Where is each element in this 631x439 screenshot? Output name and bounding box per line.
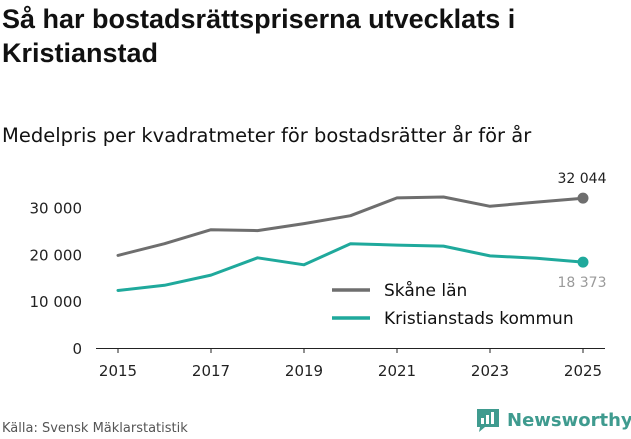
x-tick-label: 2015 <box>99 362 137 380</box>
y-tick-label: 30 000 <box>30 200 83 218</box>
x-tick-label: 2017 <box>192 362 230 380</box>
chart-title: Så har bostadsrättspriserna utvecklats i… <box>2 4 516 68</box>
chart-subtitle: Medelpris per kvadratmeter för bostadsrä… <box>2 124 532 147</box>
legend-box <box>324 274 590 332</box>
x-tick-label: 2021 <box>378 362 416 380</box>
x-tick-label: 2023 <box>471 362 509 380</box>
y-tick-label: 20 000 <box>30 246 83 264</box>
series-end-point <box>577 192 589 204</box>
y-tick-label: 10 000 <box>30 293 83 311</box>
x-tick-label: 2025 <box>564 362 602 380</box>
legend-label: Kristianstads kommun <box>384 309 574 329</box>
newsworthy-logo-icon <box>477 409 499 432</box>
brand-logo: Newsworthy <box>475 407 631 433</box>
series-line-kristianstads-kommun <box>116 242 585 292</box>
legend-label: Skåne län <box>384 280 467 301</box>
source-note: Källa: Svensk Mäklarstatistik <box>2 421 188 436</box>
series-end-label: 18 373 <box>558 275 607 291</box>
x-tick-label: 2019 <box>285 362 323 380</box>
y-tick-label: 0 <box>72 340 82 358</box>
brand-name: Newsworthy <box>507 409 631 431</box>
series-end-label: 32 044 <box>558 171 607 187</box>
series-end-point <box>577 256 589 268</box>
series-line-skane-lan <box>116 195 585 257</box>
